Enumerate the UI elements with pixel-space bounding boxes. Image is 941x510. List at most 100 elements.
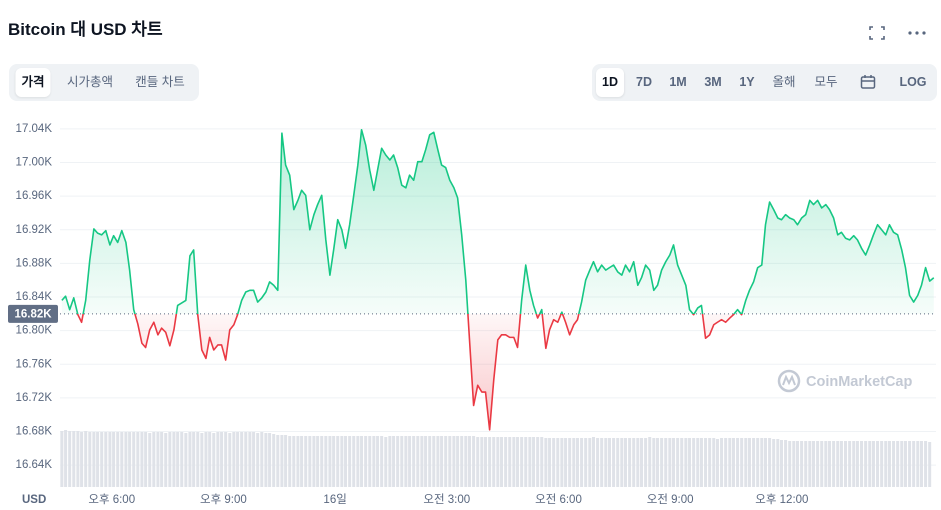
volume-bar [140, 432, 144, 487]
volume-bar [640, 438, 644, 487]
calendar-icon[interactable] [860, 74, 876, 90]
volume-bar [476, 437, 480, 487]
volume-bar [292, 436, 296, 487]
volume-bar [116, 432, 120, 487]
volume-bar [620, 438, 624, 487]
volume-bar [808, 441, 812, 487]
volume-bar [836, 441, 840, 487]
volume-bar [760, 438, 764, 487]
volume-bar [492, 437, 496, 487]
volume-bar [804, 441, 808, 487]
unit-label: USD [22, 494, 46, 506]
volume-bar [776, 439, 780, 487]
volume-bar [300, 436, 304, 487]
tab[interactable]: 캔들 차트 [135, 75, 185, 89]
volume-bar [812, 441, 816, 487]
log-toggle[interactable]: LOG [899, 75, 927, 89]
volume-bar [688, 438, 692, 487]
tab[interactable]: 가격 [15, 68, 51, 97]
range-button[interactable]: 올해 [772, 75, 796, 89]
volume-bar [796, 441, 800, 487]
volume-bar [524, 437, 528, 487]
volume-bar [64, 430, 68, 487]
volume-bar [312, 436, 316, 487]
volume-bar [568, 438, 572, 487]
y-tick-label: 16.88K [16, 257, 53, 269]
volume-bar [756, 438, 760, 487]
volume-bar [552, 438, 556, 487]
volume-bar [752, 438, 756, 487]
volume-bar [528, 437, 532, 487]
tab[interactable]: 시가총액 [66, 75, 114, 89]
volume-bar [496, 437, 500, 487]
volume-bar [92, 432, 96, 487]
volume-bar [332, 436, 336, 487]
fullscreen-icon[interactable] [868, 25, 886, 41]
volume-bar [416, 436, 420, 487]
volume-bar [308, 436, 312, 487]
volume-bar [188, 432, 192, 487]
volume-bar [864, 441, 868, 487]
volume-bar [876, 441, 880, 487]
volume-bar [855, 441, 859, 487]
volume-bar [156, 432, 160, 487]
volume-bar [356, 436, 360, 487]
volume-bar [676, 438, 680, 487]
volume-bar [320, 436, 324, 487]
volume-bar [296, 436, 300, 487]
volume-bar [648, 437, 652, 487]
volume-bar [532, 437, 536, 487]
volume-bar [708, 438, 712, 487]
volume-bar [520, 437, 524, 487]
range-button[interactable]: 1M [669, 75, 687, 89]
range-button[interactable]: 1Y [739, 75, 755, 89]
volume-bar [220, 432, 224, 487]
x-tick-label: 16일 [323, 492, 346, 506]
volume-bar [512, 437, 516, 487]
volume-bar [744, 438, 748, 487]
volume-bar [548, 438, 552, 487]
volume-bar [124, 432, 128, 487]
volume-bar [715, 439, 719, 487]
volume-bar [892, 441, 896, 487]
volume-bar [912, 441, 916, 487]
volume-bar [919, 441, 923, 487]
range-button[interactable]: 모두 [814, 75, 838, 89]
volume-bar [68, 431, 72, 487]
range-button[interactable]: 7D [636, 75, 652, 89]
range-button[interactable]: 3M [704, 75, 722, 89]
volume-bar [468, 436, 472, 487]
volume-bar [76, 431, 80, 487]
volume-bar [60, 431, 64, 487]
range-tabs: 1D 7D 1M 3M 1Y 올해 모두 LOG [592, 64, 937, 101]
volume-bar [464, 436, 468, 487]
volume-bar [368, 436, 372, 487]
volume-bar [388, 436, 392, 487]
y-tick-label: 16.64K [16, 459, 53, 471]
volume-bar [844, 441, 848, 487]
volume-bar [224, 432, 228, 487]
volume-bar [376, 436, 380, 487]
volume-bar [916, 441, 920, 487]
volume-bar [440, 436, 444, 487]
volume-bar [632, 438, 636, 487]
volume-bar [256, 433, 260, 487]
volume-bar [652, 438, 656, 487]
volume-bar [132, 432, 136, 487]
volume-bar [616, 438, 620, 487]
volume-bar [180, 432, 184, 487]
volume-bar [763, 438, 767, 487]
volume-bar [448, 436, 452, 487]
volume-bar [779, 440, 783, 487]
volume-bar [540, 437, 544, 487]
range-button[interactable]: 1D [596, 68, 624, 97]
more-icon[interactable] [907, 29, 927, 37]
volume-bar [852, 441, 856, 487]
y-tick-label: 16.80K [16, 325, 53, 337]
volume-bar [736, 438, 740, 487]
volume-bar [536, 437, 540, 487]
volume-bar [316, 436, 320, 487]
volume-bar [216, 432, 220, 487]
volume-bar [100, 432, 104, 487]
